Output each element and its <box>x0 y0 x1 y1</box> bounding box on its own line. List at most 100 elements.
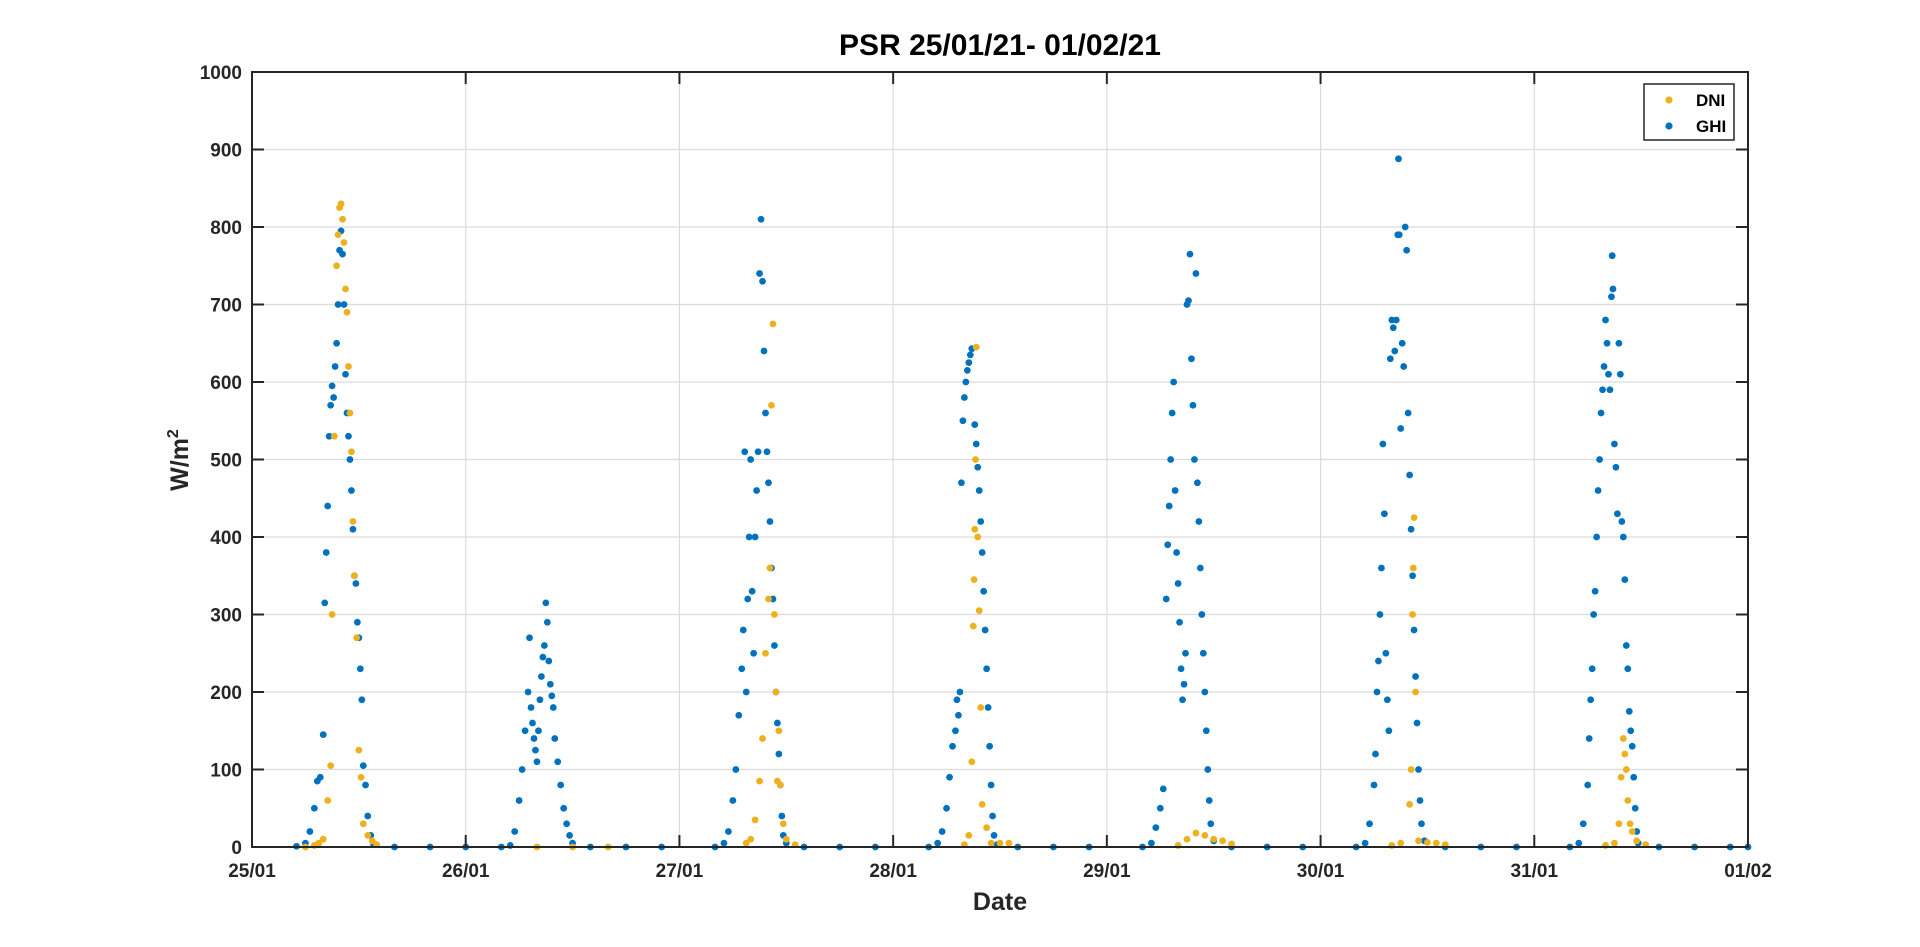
data-point-dni <box>971 525 979 533</box>
data-point-dni <box>775 727 783 735</box>
data-point-dni <box>1611 839 1618 847</box>
data-point-ghi <box>348 487 355 494</box>
data-point-ghi <box>328 382 336 390</box>
data-point-dni <box>1219 837 1227 845</box>
data-point-ghi <box>753 487 760 494</box>
data-point-ghi <box>1379 440 1387 448</box>
data-point-ghi <box>532 746 539 754</box>
data-point-ghi <box>949 742 956 750</box>
data-point-ghi <box>1606 386 1614 394</box>
data-point-ghi <box>546 680 554 688</box>
data-point-ghi <box>1397 425 1405 432</box>
data-point-ghi <box>765 479 772 487</box>
data-point-ghi <box>1600 363 1608 370</box>
y-axis-label-superscript: 2 <box>165 429 182 438</box>
data-point-ghi <box>1400 363 1408 370</box>
data-point-dni <box>766 564 774 572</box>
data-point-ghi <box>515 797 523 804</box>
data-point-ghi <box>1410 626 1418 634</box>
data-point-dni <box>972 343 980 351</box>
data-point-ghi <box>306 828 314 835</box>
data-point-ghi <box>1168 409 1176 417</box>
data-point-ghi <box>1193 479 1201 487</box>
data-point-ghi <box>1579 820 1587 828</box>
data-point-ghi <box>1608 293 1615 301</box>
data-point-ghi <box>977 518 985 525</box>
data-point-ghi <box>1165 502 1173 510</box>
data-point-ghi <box>543 618 551 626</box>
data-point-dni <box>769 320 777 328</box>
data-point-ghi <box>732 766 740 773</box>
data-point-ghi <box>566 831 573 839</box>
data-point-dni <box>357 773 365 781</box>
data-point-ghi <box>986 742 994 750</box>
data-point-ghi <box>563 820 571 828</box>
data-point-ghi <box>1188 355 1195 363</box>
data-point-ghi <box>1185 297 1192 305</box>
data-point-ghi <box>1366 820 1373 828</box>
y-axis-label: W/m2 <box>165 429 194 491</box>
data-point-ghi <box>1611 440 1618 448</box>
data-point-dni <box>975 607 983 615</box>
data-point-ghi <box>972 440 980 448</box>
legend-marker-ghi <box>1665 122 1673 130</box>
data-point-ghi <box>1159 785 1167 793</box>
data-point-dni <box>355 746 363 754</box>
data-point-dni <box>742 839 750 847</box>
data-point-ghi <box>1395 155 1402 163</box>
data-point-ghi <box>943 804 950 812</box>
data-point-ghi <box>352 580 360 587</box>
data-point-ghi <box>529 719 536 727</box>
data-point-ghi <box>1631 804 1639 812</box>
data-point-ghi <box>345 432 352 440</box>
data-point-ghi <box>980 587 988 595</box>
data-point-dni <box>343 308 351 316</box>
data-point-ghi <box>1621 576 1629 584</box>
data-point-ghi <box>1385 727 1393 735</box>
data-point-ghi <box>346 456 354 463</box>
data-point-dni <box>345 363 352 370</box>
data-point-dni <box>1622 766 1630 773</box>
data-point-ghi <box>958 479 965 487</box>
y-tick-label: 300 <box>210 606 242 627</box>
data-point-dni <box>1210 835 1218 843</box>
data-point-ghi <box>535 727 542 735</box>
data-point-ghi <box>1587 696 1595 704</box>
data-point-ghi <box>1373 688 1381 696</box>
data-point-ghi <box>1180 680 1188 688</box>
data-point-ghi <box>1376 611 1384 618</box>
data-point-dni <box>1624 797 1632 804</box>
data-point-dni <box>337 200 345 208</box>
data-point-ghi <box>1406 471 1414 479</box>
data-point-ghi <box>333 339 340 347</box>
y-tick-label: 700 <box>210 296 242 317</box>
data-point-ghi <box>1204 766 1212 773</box>
data-point-dni <box>1409 564 1417 572</box>
data-point-ghi <box>938 828 946 835</box>
data-point-dni <box>987 839 995 847</box>
data-point-ghi <box>1176 618 1183 626</box>
data-point-dni <box>978 800 986 808</box>
data-point-ghi <box>754 448 762 456</box>
data-point-dni <box>977 704 985 711</box>
data-point-ghi <box>545 657 553 665</box>
data-point-ghi <box>557 781 565 789</box>
data-point-ghi <box>1174 580 1182 587</box>
data-point-dni <box>334 231 342 239</box>
data-point-ghi <box>1375 657 1382 665</box>
data-point-ghi <box>1588 665 1596 673</box>
data-point-ghi <box>974 463 982 471</box>
data-point-ghi <box>963 366 971 374</box>
x-axis-label: Date <box>973 888 1027 916</box>
data-point-ghi <box>1401 223 1409 231</box>
data-point-ghi <box>1201 688 1209 696</box>
data-point-dni <box>1424 838 1431 846</box>
data-point-ghi <box>1186 250 1194 258</box>
data-point-dni <box>324 797 332 804</box>
data-point-dni <box>328 611 336 618</box>
data-point-ghi <box>1167 456 1175 463</box>
data-point-ghi <box>1164 541 1172 549</box>
data-point-ghi <box>1625 707 1633 715</box>
data-point-ghi <box>1603 339 1611 347</box>
data-point-ghi <box>358 696 366 704</box>
